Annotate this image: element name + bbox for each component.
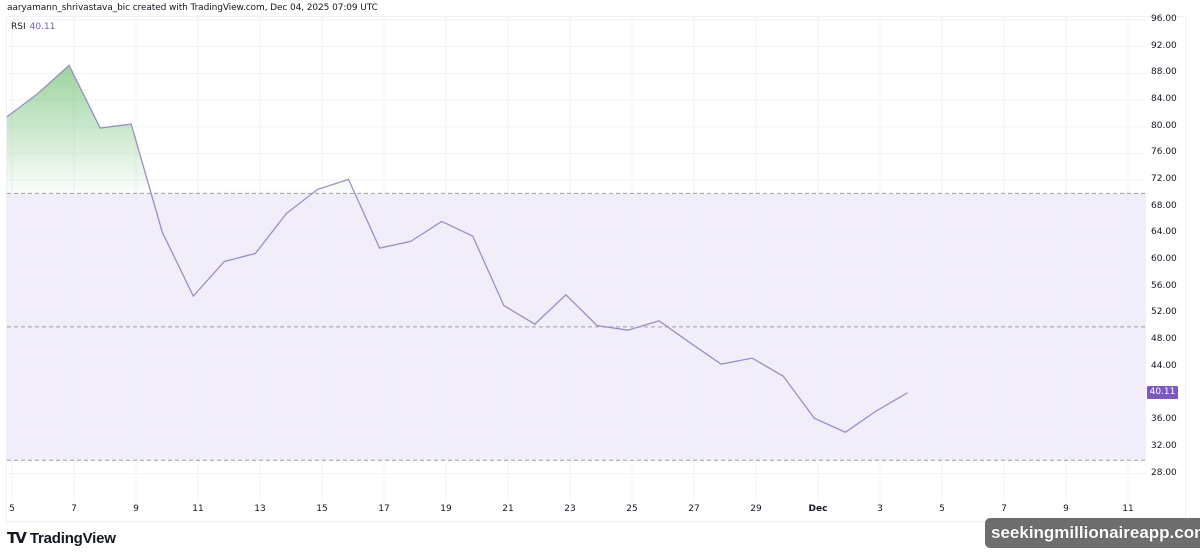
x-axis-label: 15	[316, 504, 328, 514]
x-axis-label: 29	[750, 504, 762, 514]
rsi-line	[6, 64, 908, 433]
x-axis-label: 17	[378, 504, 390, 514]
x-axis-label: 23	[564, 504, 576, 514]
y-axis-label: 92.00	[1151, 40, 1177, 51]
chart-caption: aaryamann_shrivastava_bic created with T…	[7, 3, 378, 13]
watermark: seekingmillionaireapp.com	[985, 518, 1200, 548]
y-axis-label: 48.00	[1151, 334, 1177, 345]
x-axis-label: 3	[877, 504, 883, 514]
brand-name: TradingView	[29, 529, 116, 547]
x-axis-label: 25	[626, 504, 638, 514]
y-axis-label: 96.00	[1151, 14, 1177, 24]
y-axis-label: 76.00	[1151, 147, 1177, 158]
rsi-pane[interactable]	[6, 16, 1186, 522]
indicator-value: 40.11	[29, 22, 56, 32]
y-axis-label: 60.00	[1151, 254, 1177, 265]
x-axis-label: 9	[133, 504, 139, 514]
x-axis-label: Dec	[808, 504, 828, 514]
indicator-name: RSI	[11, 22, 26, 32]
y-axis-label: 84.00	[1151, 94, 1177, 105]
tradingview-mark-icon: TV	[7, 529, 27, 547]
x-axis-label: 13	[254, 504, 266, 514]
x-axis-label: 27	[688, 504, 700, 514]
tradingview-logo[interactable]: TV TradingView	[7, 529, 116, 547]
x-axis-label: 19	[440, 504, 452, 514]
y-axis-label: 88.00	[1151, 67, 1177, 78]
y-axis-label: 68.00	[1151, 200, 1177, 211]
x-axis-label: 11	[1122, 504, 1134, 514]
y-axis-label: 64.00	[1151, 227, 1177, 238]
y-axis-label: 72.00	[1151, 174, 1177, 185]
y-axis-label: 56.00	[1151, 280, 1177, 291]
x-axis-label: 9	[1063, 504, 1069, 514]
y-axis-label: 80.00	[1151, 120, 1177, 131]
y-axis-label: 52.00	[1151, 307, 1177, 318]
indicator-legend[interactable]: RSI 40.11	[11, 22, 55, 32]
x-axis-label: 11	[192, 504, 204, 514]
x-axis-label: 7	[71, 504, 77, 514]
y-axis-label: 44.00	[1151, 360, 1177, 371]
x-axis-label: 5	[939, 504, 945, 514]
x-axis-label: 7	[1001, 504, 1007, 514]
y-axis-label: 28.00	[1151, 467, 1177, 478]
current-value-tag: 40.11	[1147, 386, 1178, 400]
y-axis-label: 32.00	[1151, 440, 1177, 451]
overbought-fill	[7, 65, 355, 194]
y-axis-label: 36.00	[1151, 414, 1177, 425]
x-axis-label: 5	[9, 504, 15, 514]
x-axis-label: 21	[502, 504, 514, 514]
